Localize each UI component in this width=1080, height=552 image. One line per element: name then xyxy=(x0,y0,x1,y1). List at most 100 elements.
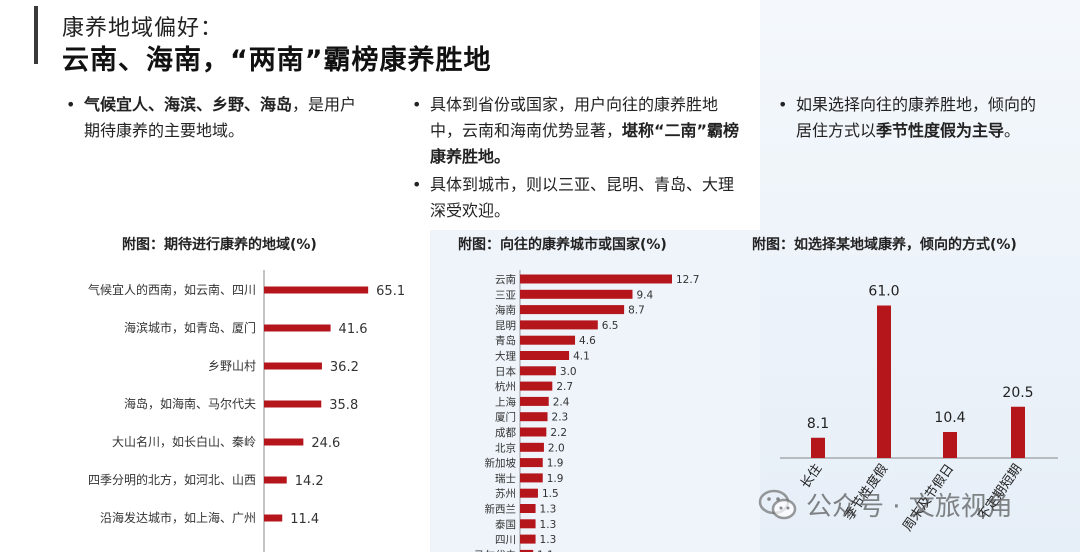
value-label: 1.5 xyxy=(542,488,559,500)
category-label: 海滨城市，如青岛、厦门 xyxy=(124,320,256,335)
chart-3-title: 附图：如选择某地域康养，倾向的方式(%) xyxy=(752,237,1017,253)
bar xyxy=(520,412,548,422)
chart-2-title: 附图：向往的康养城市或国家(%) xyxy=(458,237,667,253)
value-label: 2.0 xyxy=(548,442,565,454)
chart-1-regions: 气候宜人的西南，如云南、四川 65.1 海滨城市，如青岛、厦门 41.6 乡野山村 36.… xyxy=(88,270,405,552)
background-panel-middle xyxy=(430,230,760,552)
value-label: 14.2 xyxy=(295,474,324,489)
bar xyxy=(520,504,536,513)
bullet-item: 气候宜人、海滨、乡野、海岛，是用户期待康养的主要地域。 xyxy=(66,92,366,144)
bar xyxy=(264,476,287,484)
bullet-item: 具体到城市，则以三亚、昆明、青岛、大理深受欢迎。 xyxy=(412,172,742,224)
category-label: 瑞士 xyxy=(495,472,516,485)
category-label: 昆明 xyxy=(495,320,516,332)
value-label: 2.3 xyxy=(552,412,569,424)
category-label: 四川 xyxy=(495,534,516,546)
bar xyxy=(877,305,891,458)
bullet-item: 如果选择向往的康养胜地，倾向的居住方式以季节性度假为主导。 xyxy=(778,92,1048,144)
category-label: 乡野山村 xyxy=(208,359,256,373)
bar xyxy=(520,305,625,315)
value-label: 4.1 xyxy=(573,351,590,363)
category-label: 海南 xyxy=(495,304,516,317)
title-accent-bar xyxy=(34,6,38,64)
value-label: 2.7 xyxy=(556,381,573,393)
bullet-text: ，是用户期待康养的主要地域。 xyxy=(84,95,357,140)
bar xyxy=(520,320,598,330)
value-label: 6.5 xyxy=(602,320,619,332)
value-label: 1.1 xyxy=(537,549,554,552)
bullet-item: 具体到省份或国家，用户向往的康养胜地中，云南和海南优势显著，堪称“二南”霸榜康养… xyxy=(412,92,742,170)
bar xyxy=(520,274,672,284)
bar xyxy=(520,289,633,299)
bar xyxy=(520,335,576,345)
value-label: 3.0 xyxy=(560,366,577,378)
bar xyxy=(520,427,547,437)
bar xyxy=(520,473,543,483)
value-label: 1.9 xyxy=(547,458,564,470)
value-label: 1.3 xyxy=(540,504,557,516)
watermark: 公众号 · 文旅视角 xyxy=(758,486,1013,523)
category-label: 海岛，如海南、马尔代夫 xyxy=(124,396,256,411)
category-label: 青岛 xyxy=(495,334,516,347)
bar xyxy=(520,458,543,468)
value-label: 12.7 xyxy=(676,274,699,286)
value-label: 2.2 xyxy=(550,427,567,439)
category-label: 杭州 xyxy=(495,380,516,393)
value-label: 1.3 xyxy=(540,534,557,546)
bar xyxy=(520,488,538,498)
category-label: 成都 xyxy=(495,427,516,439)
category-label: 气候宜人的西南，如云南、四川 xyxy=(88,282,256,297)
bar xyxy=(520,381,553,391)
bullet-text: 如果选择向往的康养胜地，倾向的居住方式以 xyxy=(796,95,1037,140)
value-label: 35.8 xyxy=(329,398,358,413)
bar xyxy=(520,396,549,406)
category-label: 北京 xyxy=(495,441,516,454)
value-label: 1.9 xyxy=(547,473,564,485)
page-subtitle: 康养地域偏好： xyxy=(62,16,224,41)
bullet-column-1: 气候宜人、海滨、乡野、海岛，是用户期待康养的主要地域。 xyxy=(66,92,366,146)
bar xyxy=(811,437,825,458)
bullet-bold-text: 气候宜人、海滨、乡野、海岛 xyxy=(84,95,293,114)
value-label: 10.4 xyxy=(934,410,965,426)
category-label: 苏州 xyxy=(495,487,516,500)
value-label: 11.4 xyxy=(290,512,319,527)
category-label: 马尔代夫 xyxy=(474,548,516,552)
bullet-text-end: 。 xyxy=(1004,121,1021,140)
value-label: 9.4 xyxy=(637,289,654,301)
category-label: 四季分明的北方，如河北、山西 xyxy=(88,472,256,487)
bar xyxy=(264,286,369,294)
category-label: 沿海发达城市，如上海、广州 xyxy=(100,510,256,525)
bar xyxy=(520,351,570,360)
bar xyxy=(264,400,322,408)
wechat-icon xyxy=(758,489,797,519)
category-label: 泰国 xyxy=(495,518,516,531)
value-label: 41.6 xyxy=(339,322,368,337)
bar xyxy=(264,362,322,370)
value-label: 65.1 xyxy=(376,284,405,299)
value-label: 2.4 xyxy=(553,396,570,408)
category-label: 日本 xyxy=(495,365,516,378)
bullet-text: 具体到城市，则以三亚、昆明、青岛、大理深受欢迎。 xyxy=(430,175,735,220)
bar xyxy=(520,534,536,544)
bullet-bold-text: 季节性度假为主导 xyxy=(876,121,1005,140)
bar xyxy=(1011,406,1025,458)
value-label: 24.6 xyxy=(311,436,340,451)
bullet-bold-text: 堪称“二南”霸榜康养胜地。 xyxy=(430,121,740,166)
category-label: 大山名川，如长白山、秦岭 xyxy=(112,434,256,449)
bar xyxy=(520,519,536,529)
bullet-column-3: 如果选择向往的康养胜地，倾向的居住方式以季节性度假为主导。 xyxy=(778,92,1048,146)
bullet-column-2: 具体到省份或国家，用户向往的康养胜地中，云南和海南优势显著，堪称“二南”霸榜康养… xyxy=(412,92,742,226)
value-label: 36.2 xyxy=(330,360,359,375)
value-label: 61.0 xyxy=(868,284,899,300)
value-label: 4.6 xyxy=(579,335,596,347)
bullet-text: 具体到省份或国家，用户向往的康养胜地中，云南和海南优势显著， xyxy=(430,95,719,140)
page-title: 云南、海南，“两南”霸榜康养胜地 xyxy=(62,45,492,76)
bar xyxy=(520,366,556,376)
bar xyxy=(520,442,544,452)
watermark-text: 公众号 · 文旅视角 xyxy=(806,492,1013,522)
bar xyxy=(264,514,283,522)
bar xyxy=(264,438,304,446)
bar xyxy=(264,324,331,332)
value-label: 20.5 xyxy=(1002,385,1033,401)
